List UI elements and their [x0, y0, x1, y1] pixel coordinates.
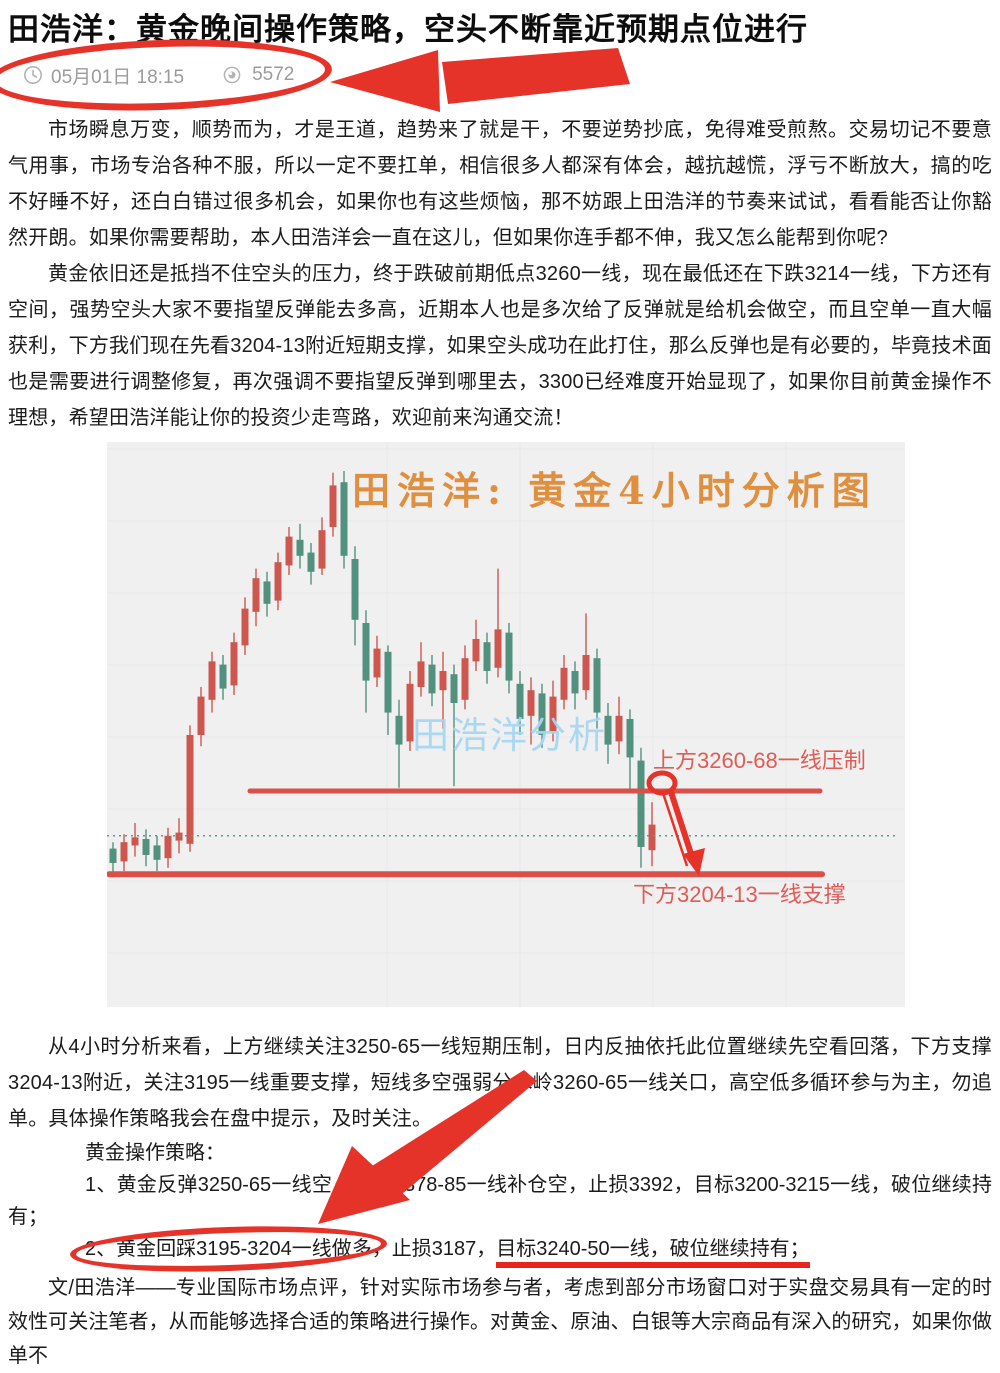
svg-text:田浩洋分析: 田浩洋分析: [412, 714, 607, 757]
strategy-2-underlined-target: 目标3240-50一线，破位继续持有；: [496, 1238, 810, 1268]
gold-4h-chart-image: 田浩洋: 黄金4小时分析图田浩洋分析上方3260-68一线压制下方3204-13…: [106, 442, 992, 1007]
strategy-header: 黄金操作策略：: [85, 1142, 225, 1164]
paragraph-intro: 市场瞬息万变，顺势而为，才是王道，趋势来了就是干，不要逆势抄底，免得难受煎熬。交…: [8, 119, 992, 249]
publish-date: 05月01日 18:15: [51, 66, 185, 88]
svg-text:田浩洋: 黄金4小时分析图: 田浩洋: 黄金4小时分析图: [352, 468, 877, 513]
eye-icon: [220, 66, 244, 84]
strategy-2-mid-text: ，止损3187，: [371, 1238, 497, 1260]
strategy-item-1: 1、黄金反弹3250-65一线空，反弹3378-85一线补仓空，止损3392，目…: [8, 1174, 992, 1228]
paragraph-author-footer: 文/田浩洋——专业国际市场点评，针对实际市场参与者，考虑到部分市场窗口对于实盘交…: [8, 1277, 992, 1367]
analysis-chart: 田浩洋: 黄金4小时分析图田浩洋分析上方3260-68一线压制下方3204-13…: [106, 442, 905, 1007]
svg-text:下方3204-13一线支撑: 下方3204-13一线支撑: [633, 882, 846, 907]
paragraph-4h-view: 从4小时分析来看，上方继续关注3250-65一线短期压制，日内反抽依托此位置继续…: [8, 1036, 992, 1130]
article-page: 田浩洋：黄金晚间操作策略，空头不断靠近预期点位进行 05月01日 18:15 5…: [0, 8, 1000, 1373]
strategy-item-2: 2、黄金回踩3195-3204一线做多，止损3187，目标3240-50一线，破…: [8, 1233, 992, 1268]
view-count: 5572: [252, 64, 295, 85]
svg-text:上方3260-68一线压制: 上方3260-68一线压制: [653, 748, 866, 773]
paragraph-market-analysis: 黄金依旧还是抵挡不住空头的压力，终于跌破前期低点3260一线，现在最低还在下跌3…: [8, 263, 992, 429]
article-meta: 05月01日 18:15 5572: [15, 62, 306, 88]
article-title: 田浩洋：黄金晚间操作策略，空头不断靠近预期点位进行: [8, 12, 808, 47]
clock-icon: [23, 65, 43, 85]
strategy-2-circled-text: 2、黄金回踩3195-3204一线做多: [85, 1238, 372, 1260]
